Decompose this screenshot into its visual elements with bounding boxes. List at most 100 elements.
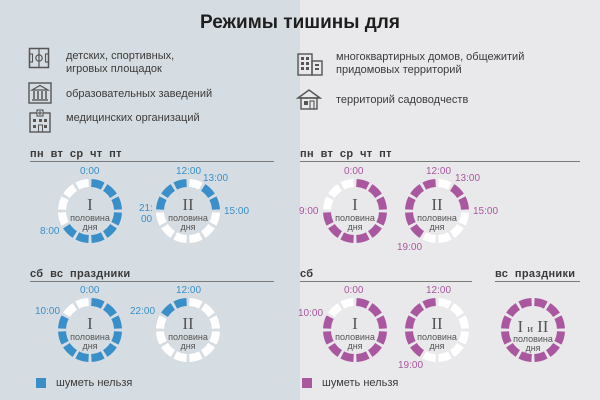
quiet-hour-segment <box>201 184 215 198</box>
quiet-hour-segment <box>554 315 565 329</box>
free-hour-segment <box>156 331 167 345</box>
dial-right-weekday-first-half: I половина дня <box>322 178 388 244</box>
left-panel <box>0 0 300 400</box>
dial-half-word: половина <box>70 332 110 342</box>
quiet-hour-segment <box>75 232 89 243</box>
place-medical: медицинских организаций <box>66 112 200 124</box>
dial-ring <box>405 179 469 243</box>
quiet-hour-segment <box>506 343 520 357</box>
time-label: 13:00 <box>203 173 229 184</box>
quiet-hour-segment <box>58 315 69 329</box>
page-title: Режимы тишины для <box>200 12 400 33</box>
quiet-hour-segment <box>368 224 382 238</box>
dial-roman: II <box>182 314 194 333</box>
dial-ring <box>501 298 565 362</box>
free-hour-segment <box>340 298 354 309</box>
dial-half-word: половина <box>513 334 553 344</box>
place-schools: образовательных заведений <box>66 88 213 100</box>
free-hour-segment <box>201 224 215 238</box>
dial-roman-second: II <box>537 317 549 336</box>
free-hour-segment <box>173 351 187 362</box>
time-label: 12:00 <box>426 285 452 296</box>
quiet-hour-segment <box>63 224 77 238</box>
quiet-hour-segment <box>91 179 105 190</box>
free-hour-segment <box>63 184 77 198</box>
sunday-label-right: вс праздники <box>495 268 576 280</box>
quiet-hour-segment <box>111 196 122 210</box>
time-label: 9:00 <box>299 206 319 217</box>
dial-right-saturday-second-half: II половина дня <box>404 297 470 363</box>
weekdays-rule-left <box>30 161 274 162</box>
free-hour-segment <box>161 224 175 238</box>
time-label: 21: <box>139 203 153 214</box>
hospital-icon <box>29 109 51 133</box>
free-hour-segment <box>161 343 175 357</box>
free-hour-segment <box>58 196 69 210</box>
quiet-hour-segment <box>111 315 122 329</box>
free-hour-segment <box>422 232 436 243</box>
quiet-hour-segment <box>173 298 187 309</box>
quiet-hour-segment <box>376 196 387 210</box>
quiet-hour-segment <box>111 331 122 345</box>
dial-roman-first: I <box>517 317 524 336</box>
quiet-hour-segment <box>518 298 532 309</box>
quiet-hour-segment <box>103 184 117 198</box>
dial-day-word: дня <box>82 341 98 351</box>
garden-house-icon <box>296 89 322 110</box>
quiet-hour-segment <box>173 179 187 190</box>
dial-roman: I <box>352 314 358 333</box>
dial-day-word: дня <box>347 222 363 232</box>
dial-right-sunday-whole-day: I и II половина дня <box>500 297 566 363</box>
free-hour-segment <box>450 343 464 357</box>
dial-day-word: дня <box>180 222 196 232</box>
time-label: 13:00 <box>455 173 481 184</box>
quiet-hour-segment <box>501 315 512 329</box>
dial-half-word: половина <box>168 213 208 223</box>
quiet-hour-segment <box>405 196 416 210</box>
quiet-hour-segment <box>340 232 354 243</box>
quiet-hour-segment <box>376 212 387 226</box>
quiet-hour-segment <box>534 351 548 362</box>
dial-day-word: дня <box>429 341 445 351</box>
quiet-hour-segment <box>323 331 334 345</box>
quiet-hour-segment <box>410 184 424 198</box>
dial-half-word: половина <box>168 332 208 342</box>
playground-icon <box>28 47 50 69</box>
quiet-hour-segment <box>323 315 334 329</box>
quiet-hour-segment <box>518 351 532 362</box>
time-label: 15:00 <box>224 206 250 217</box>
quiet-hour-segment <box>376 331 387 345</box>
quiet-hour-segment <box>405 315 416 329</box>
quiet-hour-segment <box>376 315 387 329</box>
free-hour-segment <box>438 232 452 243</box>
quiet-hour-segment <box>91 232 105 243</box>
free-hour-segment <box>458 331 469 345</box>
quiet-hour-segment <box>368 184 382 198</box>
quiet-hour-segment <box>161 303 175 317</box>
quiet-hour-segment <box>103 343 117 357</box>
place-gardens: территорий садоводчеств <box>336 94 469 106</box>
quiet-hour-segment <box>356 298 370 309</box>
quiet-hour-segment <box>405 331 416 345</box>
time-label: 12:00 <box>426 166 452 177</box>
free-hour-segment <box>422 351 436 362</box>
legend-swatch-right <box>302 378 312 388</box>
dial-roman: II <box>431 314 443 333</box>
place-playgrounds: детских, спортивных, игровых площадок <box>66 50 175 75</box>
time-label: 0:00 <box>80 285 100 296</box>
dial-ring <box>323 298 387 362</box>
free-hour-segment <box>438 179 452 190</box>
quiet-hour-segment <box>156 196 167 210</box>
free-hour-segment <box>450 303 464 317</box>
quiet-hour-segment <box>63 343 77 357</box>
dial-ring <box>156 298 220 362</box>
quiet-hour-segment <box>209 196 220 210</box>
dial-day-word: дня <box>180 341 196 351</box>
dial-half-word: половина <box>335 332 375 342</box>
weekend-label-left: сб вс праздники <box>30 268 131 280</box>
time-label: 00 <box>141 214 153 225</box>
quiet-hour-segment <box>103 303 117 317</box>
dial-day-word: дня <box>82 222 98 232</box>
quiet-hour-segment <box>103 224 117 238</box>
quiet-hour-segment <box>458 196 469 210</box>
